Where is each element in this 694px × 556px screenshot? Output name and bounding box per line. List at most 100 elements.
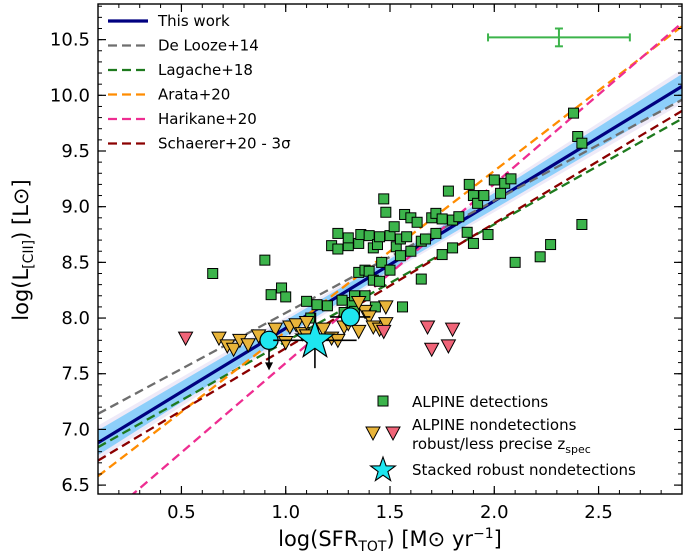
detection-point: [488, 174, 500, 186]
nondetection-robust-point: [315, 322, 332, 338]
detection-point: [378, 193, 390, 205]
detection-point: [411, 216, 423, 228]
detection-point: [394, 250, 406, 262]
detection-point: [467, 237, 479, 249]
legend-detections-label: ALPINE detections: [412, 393, 548, 411]
nondetection-robust-point: [377, 317, 394, 332]
legend-nondetections-label-1: ALPINE nondetections: [412, 416, 577, 434]
detection-point: [442, 185, 454, 197]
nondetection-less-precise-point: [419, 320, 436, 336]
line-arata-20: [98, 25, 682, 478]
nondetection-robust-point: [225, 342, 242, 358]
detection-point: [301, 295, 313, 307]
y-tick-label: 10.5: [50, 30, 90, 51]
stack-circle: [340, 307, 360, 327]
detection-point: [463, 178, 475, 190]
nondetection-less-precise-point: [375, 324, 392, 340]
x-tick-label: 1.0: [271, 502, 300, 523]
detection-point: [534, 251, 546, 263]
upper-limit-arrowhead: [265, 362, 274, 371]
detection-point: [369, 301, 381, 313]
nondetection-robust-point: [240, 338, 257, 353]
legend-label: Harikane+20: [158, 110, 257, 128]
detection-point: [384, 264, 396, 276]
y-tick-label: 10.0: [50, 85, 90, 106]
y-tick-label: 9.0: [61, 197, 90, 218]
y-axis-title: log(L[CII]) [L⊙]: [9, 179, 37, 320]
detection-point: [397, 301, 409, 313]
data-points: [177, 27, 631, 371]
legend-nondetections-label-2: robust/less precise zspec: [412, 435, 591, 456]
detection-point: [332, 243, 344, 255]
line-schaerer-20-3-: [98, 109, 682, 462]
detection-point: [430, 207, 442, 219]
detection-point: [374, 275, 386, 287]
x-axis-title: log(SFRTOT) [M⊙ yr−1]: [278, 526, 502, 555]
detection-point: [576, 137, 588, 149]
detection-point: [374, 231, 386, 243]
nondetection-robust-point: [298, 316, 315, 331]
x-tick-label: 2.5: [584, 502, 613, 523]
detection-point: [321, 300, 333, 312]
detection-point: [472, 197, 484, 209]
legend-zspec-sub: spec: [565, 443, 591, 456]
legend-label: De Looze+14: [158, 37, 259, 55]
x-tick-label: 0.5: [167, 502, 196, 523]
detection-point: [388, 221, 400, 233]
detection-point: [332, 227, 344, 239]
detection-point: [376, 256, 388, 268]
detection-point: [509, 256, 521, 268]
legend-stack-swatch: [368, 455, 398, 482]
x-tick-label: 1.5: [376, 502, 405, 523]
legend-bottom: ALPINE detections ALPINE nondetectionsrob…: [365, 393, 636, 482]
detection-point: [568, 107, 580, 119]
detection-point: [478, 190, 490, 202]
y-tick-label: 6.5: [61, 475, 90, 496]
detection-point: [447, 242, 459, 254]
nondetection-robust-point: [350, 295, 367, 311]
legend-label: Arata+20: [158, 86, 230, 104]
legend-detection-swatch: [377, 395, 389, 407]
detection-point: [415, 273, 427, 285]
detection-point: [482, 229, 494, 241]
legend-label: This work: [157, 12, 230, 30]
stacked-star: [294, 318, 336, 358]
detection-point: [280, 291, 292, 303]
nondetection-less-precise-point: [177, 331, 194, 347]
legend-top: This work De Looze+14 Lagache+18 Arata+20 Ha…: [108, 12, 291, 153]
nondetection-less-precise-point: [440, 339, 457, 354]
detection-point: [495, 187, 507, 199]
nondetection-robust-point: [211, 331, 227, 347]
legend-label: Lagache+18: [158, 61, 253, 79]
detection-point: [207, 268, 219, 279]
legend-label: Schaerer+20 - 3σ: [158, 135, 291, 153]
legend-nondetection-less-precise-swatch: [385, 426, 401, 442]
detection-point: [405, 245, 417, 257]
nondetection-less-precise-point: [444, 322, 461, 338]
line-lagache-18: [98, 117, 682, 449]
nondetection-robust-point: [350, 324, 367, 340]
detection-point: [336, 294, 348, 306]
nondetection-less-precise-point: [423, 342, 440, 358]
y-tick-label: 9.5: [61, 141, 90, 162]
y-tick-label: 8.5: [61, 252, 90, 273]
detection-point: [545, 239, 557, 251]
line-de-looze-14: [98, 98, 682, 415]
detection-point: [453, 211, 465, 223]
nondetection-robust-point: [267, 322, 284, 338]
detection-point: [430, 227, 442, 239]
detection-point: [311, 299, 323, 311]
y-tick-label: 7.5: [61, 364, 90, 385]
detection-point: [259, 254, 271, 266]
legend-nondetection-robust-swatch: [365, 426, 381, 442]
y-tick-label: 7.0: [61, 419, 90, 440]
detection-point: [380, 206, 392, 218]
y-tick-label: 8.0: [61, 308, 90, 329]
detection-point: [576, 219, 588, 230]
axis-ticks: 0.5 1.0 1.5 2.0 2.5 6.5 7.0 7.5 8.0 8.5 9.0 9.5 10.0…: [50, 4, 683, 523]
x-tick-label: 2.0: [480, 502, 509, 523]
detection-point: [461, 226, 473, 238]
nondetection-robust-point: [377, 300, 394, 315]
nondetection-robust-point: [277, 336, 294, 351]
